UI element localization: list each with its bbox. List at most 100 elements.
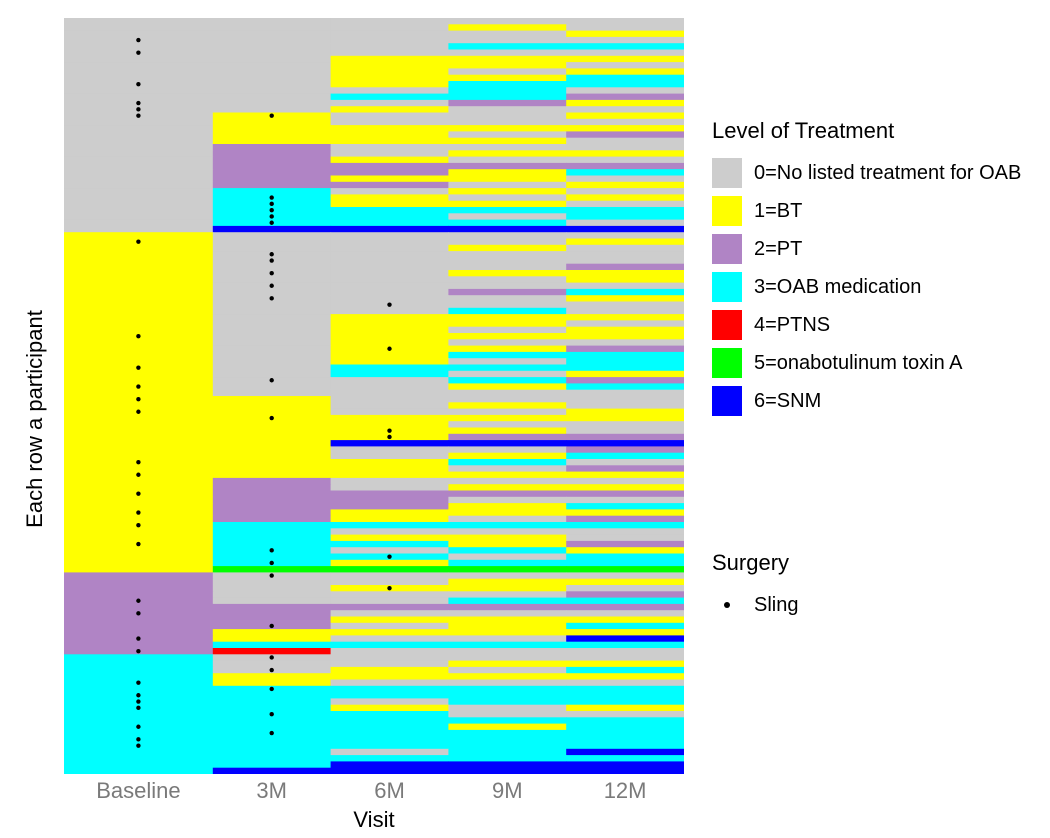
cell	[566, 150, 684, 157]
cell	[331, 465, 449, 472]
cell	[213, 245, 331, 252]
cell	[64, 572, 213, 579]
cell	[64, 150, 213, 157]
cell	[566, 251, 684, 258]
cell	[566, 239, 684, 246]
cell	[213, 724, 331, 731]
cell	[566, 509, 684, 516]
cell	[213, 440, 331, 447]
cell	[448, 346, 566, 353]
cell	[331, 264, 449, 271]
cell	[64, 371, 213, 378]
cell	[64, 617, 213, 624]
cell	[64, 528, 213, 535]
cell	[64, 31, 213, 38]
cell	[331, 270, 449, 277]
cell	[331, 37, 449, 44]
cell	[448, 226, 566, 233]
cell	[566, 667, 684, 674]
cell	[448, 157, 566, 164]
cell	[331, 635, 449, 642]
cell	[213, 327, 331, 334]
cell	[448, 629, 566, 636]
cell	[566, 522, 684, 529]
sling-marker	[136, 649, 140, 653]
cell	[331, 661, 449, 668]
cell	[331, 138, 449, 145]
sling-marker	[270, 252, 274, 256]
cell	[331, 327, 449, 334]
cell	[566, 554, 684, 561]
cell	[331, 18, 449, 25]
cell	[566, 358, 684, 365]
cell	[566, 94, 684, 101]
cell	[566, 698, 684, 705]
sling-marker	[270, 296, 274, 300]
sling-marker	[270, 284, 274, 288]
cell	[64, 314, 213, 321]
cell	[331, 220, 449, 227]
cell	[566, 31, 684, 38]
cell	[448, 491, 566, 498]
cell	[566, 654, 684, 661]
cell	[448, 749, 566, 756]
cell	[566, 283, 684, 290]
cell	[331, 459, 449, 466]
cell	[331, 308, 449, 315]
cell	[213, 402, 331, 409]
cell	[566, 302, 684, 309]
cell	[331, 541, 449, 548]
legend-surgery-items: Sling	[712, 590, 798, 620]
cell	[64, 440, 213, 447]
cell	[64, 453, 213, 460]
cell	[64, 201, 213, 208]
cell	[64, 661, 213, 668]
cell	[331, 232, 449, 239]
cell	[448, 717, 566, 724]
cell	[566, 572, 684, 579]
cell	[566, 295, 684, 302]
cell	[64, 717, 213, 724]
cell	[448, 654, 566, 661]
cell	[448, 283, 566, 290]
cell	[566, 736, 684, 743]
cell	[213, 509, 331, 516]
cell	[213, 333, 331, 340]
cell	[448, 207, 566, 214]
cell	[566, 37, 684, 44]
x-tick: 9M	[492, 778, 523, 804]
cell	[64, 62, 213, 69]
cell	[566, 75, 684, 82]
cell	[566, 503, 684, 510]
cell	[64, 516, 213, 523]
figure: Each row a participant Baseline3M6M9M12M…	[0, 0, 1050, 838]
cell	[448, 396, 566, 403]
cell	[448, 81, 566, 88]
cell	[213, 31, 331, 38]
cell	[448, 43, 566, 50]
cell	[566, 194, 684, 201]
cell	[566, 717, 684, 724]
cell	[331, 390, 449, 397]
cell	[448, 251, 566, 258]
sling-marker	[136, 365, 140, 369]
legend-item: 5=onabotulinum toxin A	[712, 348, 1021, 378]
cell	[64, 339, 213, 346]
cell	[566, 113, 684, 120]
cell	[213, 239, 331, 246]
cell	[448, 358, 566, 365]
cell	[331, 24, 449, 31]
cell	[331, 31, 449, 38]
cell	[331, 251, 449, 258]
cell	[213, 144, 331, 151]
cell	[331, 75, 449, 82]
legend-swatch	[712, 158, 742, 188]
cell	[213, 421, 331, 428]
cell	[448, 509, 566, 516]
cell	[64, 421, 213, 428]
cell	[64, 176, 213, 183]
sling-marker	[270, 208, 274, 212]
cell	[213, 75, 331, 82]
legend-surgery: Surgery Sling	[712, 550, 798, 628]
cell	[566, 396, 684, 403]
